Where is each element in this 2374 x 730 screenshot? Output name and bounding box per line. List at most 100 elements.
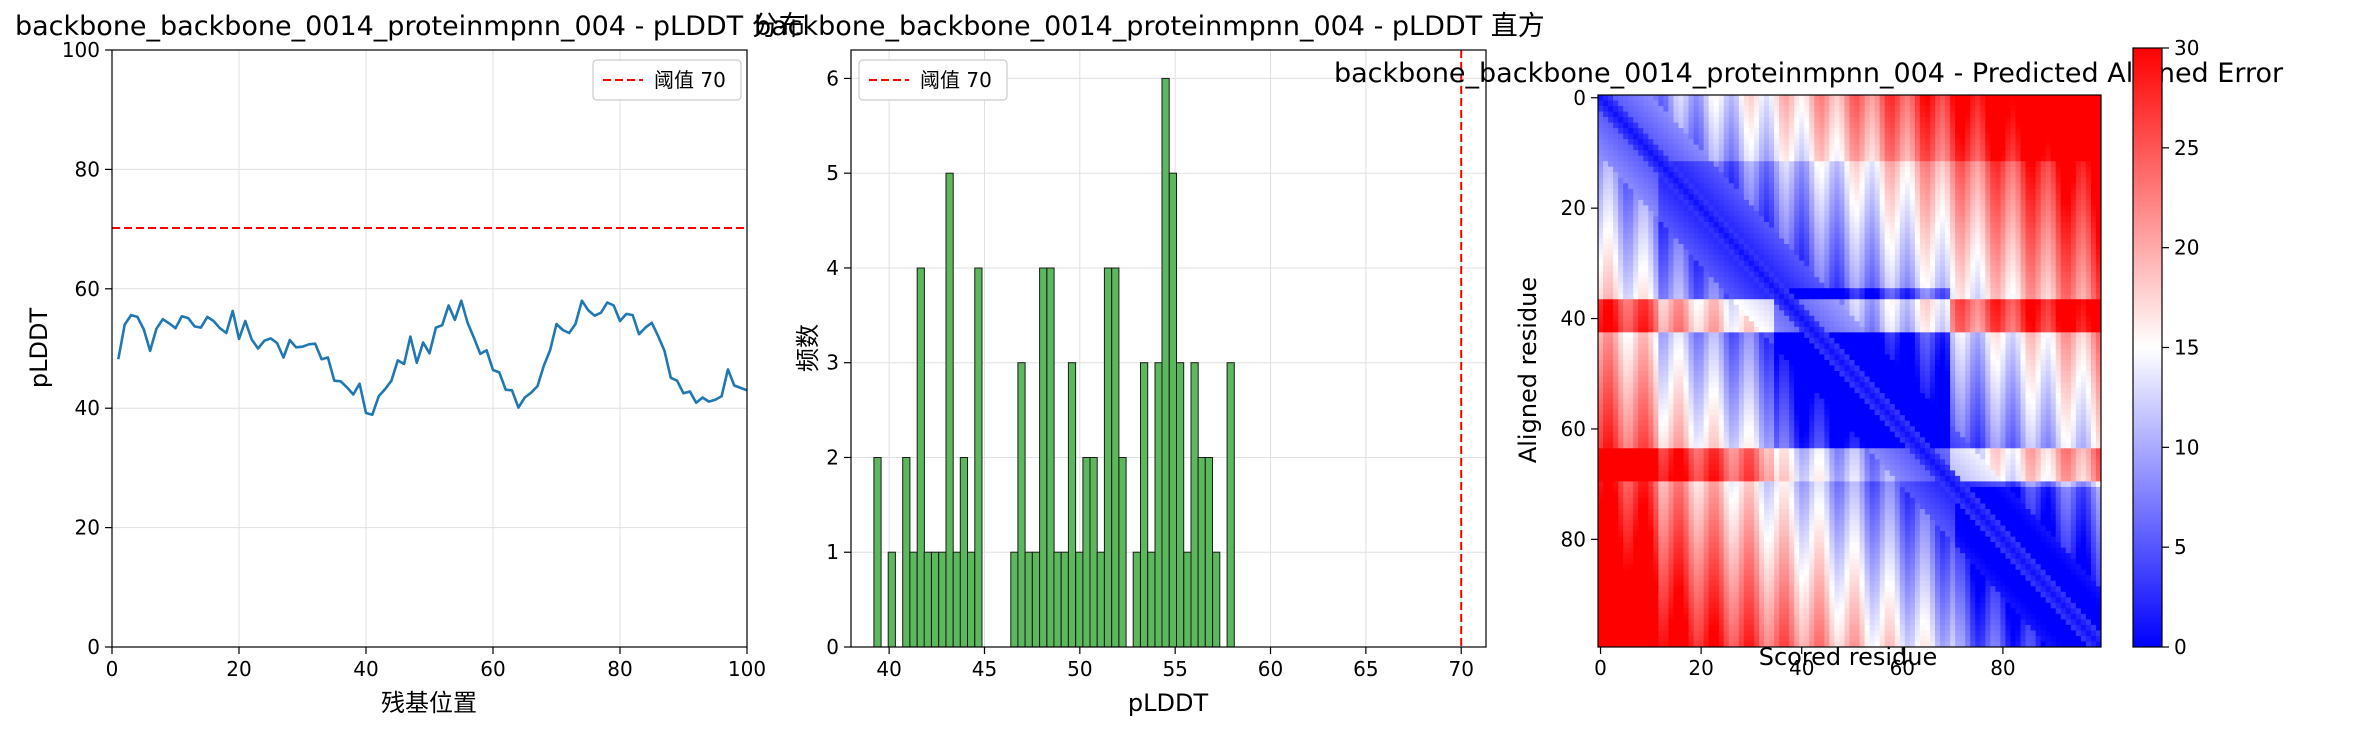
- heatmap-cell: [1935, 172, 1941, 179]
- heatmap-cell: [1975, 95, 1981, 101]
- heatmap-cell: [1763, 293, 1770, 300]
- heatmap-cell: [1598, 359, 1604, 366]
- heatmap-cell: [1758, 227, 1765, 234]
- line-legend-label: 阈值 70: [654, 68, 726, 92]
- heatmap-cell: [2060, 227, 2067, 234]
- heatmap-cell: [1884, 205, 1891, 212]
- heatmap-cell: [1970, 343, 1976, 350]
- heatmap-cell: [1945, 216, 1951, 223]
- heatmap-cell: [1633, 321, 1639, 328]
- heatmap-cell: [2010, 266, 2016, 273]
- heatmap-cell: [2035, 117, 2042, 123]
- heatmap-cell: [1809, 144, 1815, 151]
- heatmap-cell: [2025, 106, 2031, 112]
- heatmap-cell: [1809, 244, 1815, 250]
- heatmap-cell: [1935, 221, 1941, 228]
- heatmap-cell: [1648, 249, 1654, 256]
- heatmap-cell: [1703, 166, 1710, 173]
- heatmap-cell: [1929, 321, 1936, 328]
- heatmap-cell: [1688, 106, 1694, 112]
- heatmap-cell: [1799, 194, 1805, 201]
- heatmap-cell: [1693, 310, 1699, 317]
- heatmap-cell: [1975, 288, 1981, 295]
- heatmap-cell: [1663, 255, 1669, 261]
- heatmap-cell: [2025, 277, 2031, 284]
- heatmap-cell: [2095, 133, 2102, 140]
- heatmap-cell: [1779, 199, 1785, 206]
- heatmap-cell: [2005, 183, 2011, 190]
- heatmap-cell: [1713, 310, 1720, 317]
- heatmap-cell: [1733, 238, 1740, 245]
- heatmap-cell: [1774, 133, 1780, 140]
- heatmap-cell: [1970, 227, 1976, 234]
- heatmap-cell: [1894, 139, 1901, 146]
- heatmap-cell: [1623, 299, 1629, 306]
- heatmap-cell: [2000, 244, 2006, 250]
- heatmap-cell: [1945, 310, 1951, 317]
- heatmap-cell: [1618, 271, 1624, 278]
- heatmap-cell: [1794, 188, 1800, 195]
- heatmap-cell: [1965, 133, 1971, 140]
- heatmap-cell: [1829, 359, 1835, 366]
- heatmap-cell: [2000, 161, 2006, 168]
- heatmap-cell: [2075, 133, 2082, 140]
- x-tick-label: 45: [972, 657, 997, 681]
- heatmap-cell: [1965, 194, 1971, 201]
- heatmap-cell: [2000, 183, 2006, 190]
- heatmap-cell: [1663, 188, 1669, 195]
- heatmap-cell: [1995, 266, 2001, 273]
- heatmap-cell: [1623, 177, 1629, 184]
- heatmap-cell: [1804, 249, 1810, 256]
- heatmap-cell: [1909, 139, 1916, 146]
- heatmap-cell: [2045, 199, 2052, 206]
- heatmap-cell: [1678, 177, 1684, 184]
- heatmap-cell: [1990, 106, 1996, 112]
- heatmap-cell: [2055, 100, 2062, 107]
- heatmap-cell: [2095, 321, 2102, 328]
- heatmap-cell: [1970, 271, 1976, 278]
- heatmap-cell: [1834, 139, 1840, 146]
- heatmap-cell: [1708, 177, 1715, 184]
- heatmap-cell: [1648, 227, 1654, 234]
- heatmap-cell: [1758, 128, 1765, 135]
- heatmap-cell: [1995, 332, 2001, 339]
- heatmap-cell: [1653, 304, 1659, 311]
- heatmap-cell: [1713, 144, 1720, 151]
- heatmap-cell: [1763, 348, 1770, 355]
- heatmap-cell: [1869, 266, 1876, 273]
- heatmap-cell: [1955, 111, 1961, 118]
- heatmap-cell: [1753, 238, 1760, 245]
- heatmap-cell: [1779, 266, 1785, 273]
- heatmap-cell: [2065, 326, 2072, 333]
- heatmap-cell: [1733, 299, 1740, 306]
- heatmap-cell: [2010, 199, 2016, 206]
- heatmap-cell: [1693, 282, 1699, 289]
- heatmap-cell: [1688, 133, 1694, 140]
- heatmap-cell: [1849, 139, 1855, 146]
- heatmap-cell: [1738, 288, 1745, 295]
- heatmap-cell: [2085, 139, 2092, 146]
- heatmap-cell: [1633, 304, 1639, 311]
- heatmap-cell: [1879, 260, 1886, 267]
- heatmap-cell: [1613, 172, 1619, 179]
- heatmap-cell: [2040, 210, 2047, 217]
- heatmap-cell: [1909, 348, 1916, 355]
- heatmap-cell: [1658, 183, 1664, 190]
- heatmap-cell: [1849, 188, 1855, 195]
- heatmap-cell: [1940, 166, 1946, 173]
- heatmap-cell: [1864, 100, 1871, 107]
- heatmap-cell: [1829, 227, 1835, 234]
- heatmap-cell: [1834, 343, 1840, 350]
- heatmap-cell: [1834, 128, 1840, 135]
- heatmap-cell: [1668, 288, 1674, 295]
- heatmap-cell: [1904, 343, 1911, 350]
- heatmap-cell: [1633, 359, 1639, 366]
- heatmap-cell: [1834, 238, 1840, 245]
- heatmap-cell: [1743, 139, 1750, 146]
- heatmap-cell: [1914, 122, 1921, 129]
- heatmap-cell: [1935, 310, 1941, 317]
- heatmap-cell: [2095, 255, 2102, 261]
- heatmap-cell: [1869, 299, 1876, 306]
- heatmap-cell: [1839, 343, 1845, 350]
- heatmap-cell: [1658, 111, 1664, 118]
